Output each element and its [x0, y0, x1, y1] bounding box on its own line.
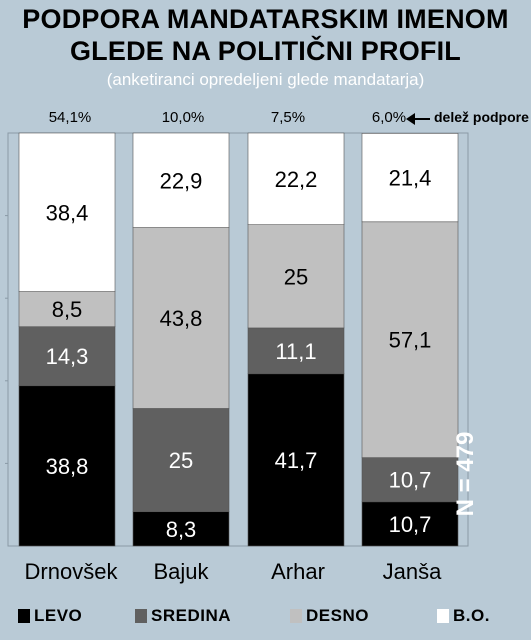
share-label-jansa: 6,0%	[371, 109, 407, 126]
bar-segment-levo	[132, 511, 230, 547]
data-label-desno: 8,5	[52, 297, 83, 322]
legend-swatch-desno	[290, 609, 302, 623]
chart-title-line1: PODPORA MANDATARSKIM IMENOM	[22, 4, 509, 34]
legend-item-sredina: SREDINA	[135, 606, 231, 626]
legend: LEVO SREDINA DESNO B.O.	[0, 606, 531, 634]
chart-title-line2: GLEDE NA POLITIČNI PROFIL	[69, 36, 461, 66]
share-label-bajuk: 10,0%	[161, 109, 205, 126]
bar-segment-desno	[361, 221, 459, 458]
data-label-sredina: 11,1	[275, 339, 316, 364]
bar-segment-sredina	[18, 326, 116, 387]
legend-label-levo: LEVO	[34, 606, 83, 625]
data-label-bo: 21,4	[389, 166, 432, 191]
legend-swatch-sredina	[135, 609, 147, 623]
bar-segment-sredina	[247, 327, 345, 375]
data-label-levo: 41,7	[275, 448, 318, 473]
data-label-sredina: 10,7	[389, 468, 432, 493]
bar-segment-bo	[18, 132, 116, 292]
data-label-bo: 22,2	[275, 167, 318, 192]
bar-segment-levo	[361, 501, 459, 547]
bar-segment-bo	[361, 133, 459, 223]
data-label-levo: 10,7	[389, 512, 432, 537]
bar-segment-bo	[247, 132, 345, 225]
data-label-levo: 8,3	[166, 517, 197, 542]
share-label-drnovsek: 54,1%	[48, 109, 92, 126]
data-label-desno: 57,1	[389, 328, 432, 353]
legend-item-bo: B.O.	[437, 606, 490, 626]
category-label-jansa: Janša	[382, 559, 442, 584]
legend-item-levo: LEVO	[18, 606, 82, 626]
data-label-desno: 43,8	[160, 306, 203, 331]
category-label-bajuk: Bajuk	[153, 559, 209, 584]
legend-swatch-levo	[18, 609, 30, 623]
bar-segment-sredina	[361, 457, 459, 503]
data-label-bo: 22,9	[160, 168, 203, 193]
data-label-levo: 38,8	[46, 454, 89, 479]
legend-label-bo: B.O.	[453, 606, 490, 625]
share-note: delež podpore	[434, 109, 529, 125]
share-label-arhar: 7,5%	[270, 109, 306, 126]
bar-segment-bo	[132, 132, 230, 228]
category-label-drnovsek: Drnovšek	[24, 559, 118, 584]
bar-segment-desno	[18, 291, 116, 327]
chart-subtitle: (anketiranci opredeljeni glede mandatarj…	[106, 70, 425, 89]
sample-size-label: N = 479	[452, 431, 479, 517]
legend-label-sredina: SREDINA	[151, 606, 232, 625]
bar-segment-desno	[247, 224, 345, 329]
data-label-desno: 25	[284, 264, 308, 289]
legend-label-desno: DESNO	[306, 606, 369, 625]
legend-swatch-bo	[437, 609, 449, 623]
bar-segment-levo	[247, 373, 345, 547]
legend-item-desno: DESNO	[290, 606, 369, 626]
data-label-sredina: 14,3	[46, 344, 89, 369]
bar-segment-desno	[132, 227, 230, 409]
left-arrow-icon	[406, 113, 430, 125]
data-label-sredina: 25	[169, 448, 193, 473]
data-label-bo: 38,4	[46, 200, 89, 225]
category-label-arhar: Arhar	[271, 559, 325, 584]
